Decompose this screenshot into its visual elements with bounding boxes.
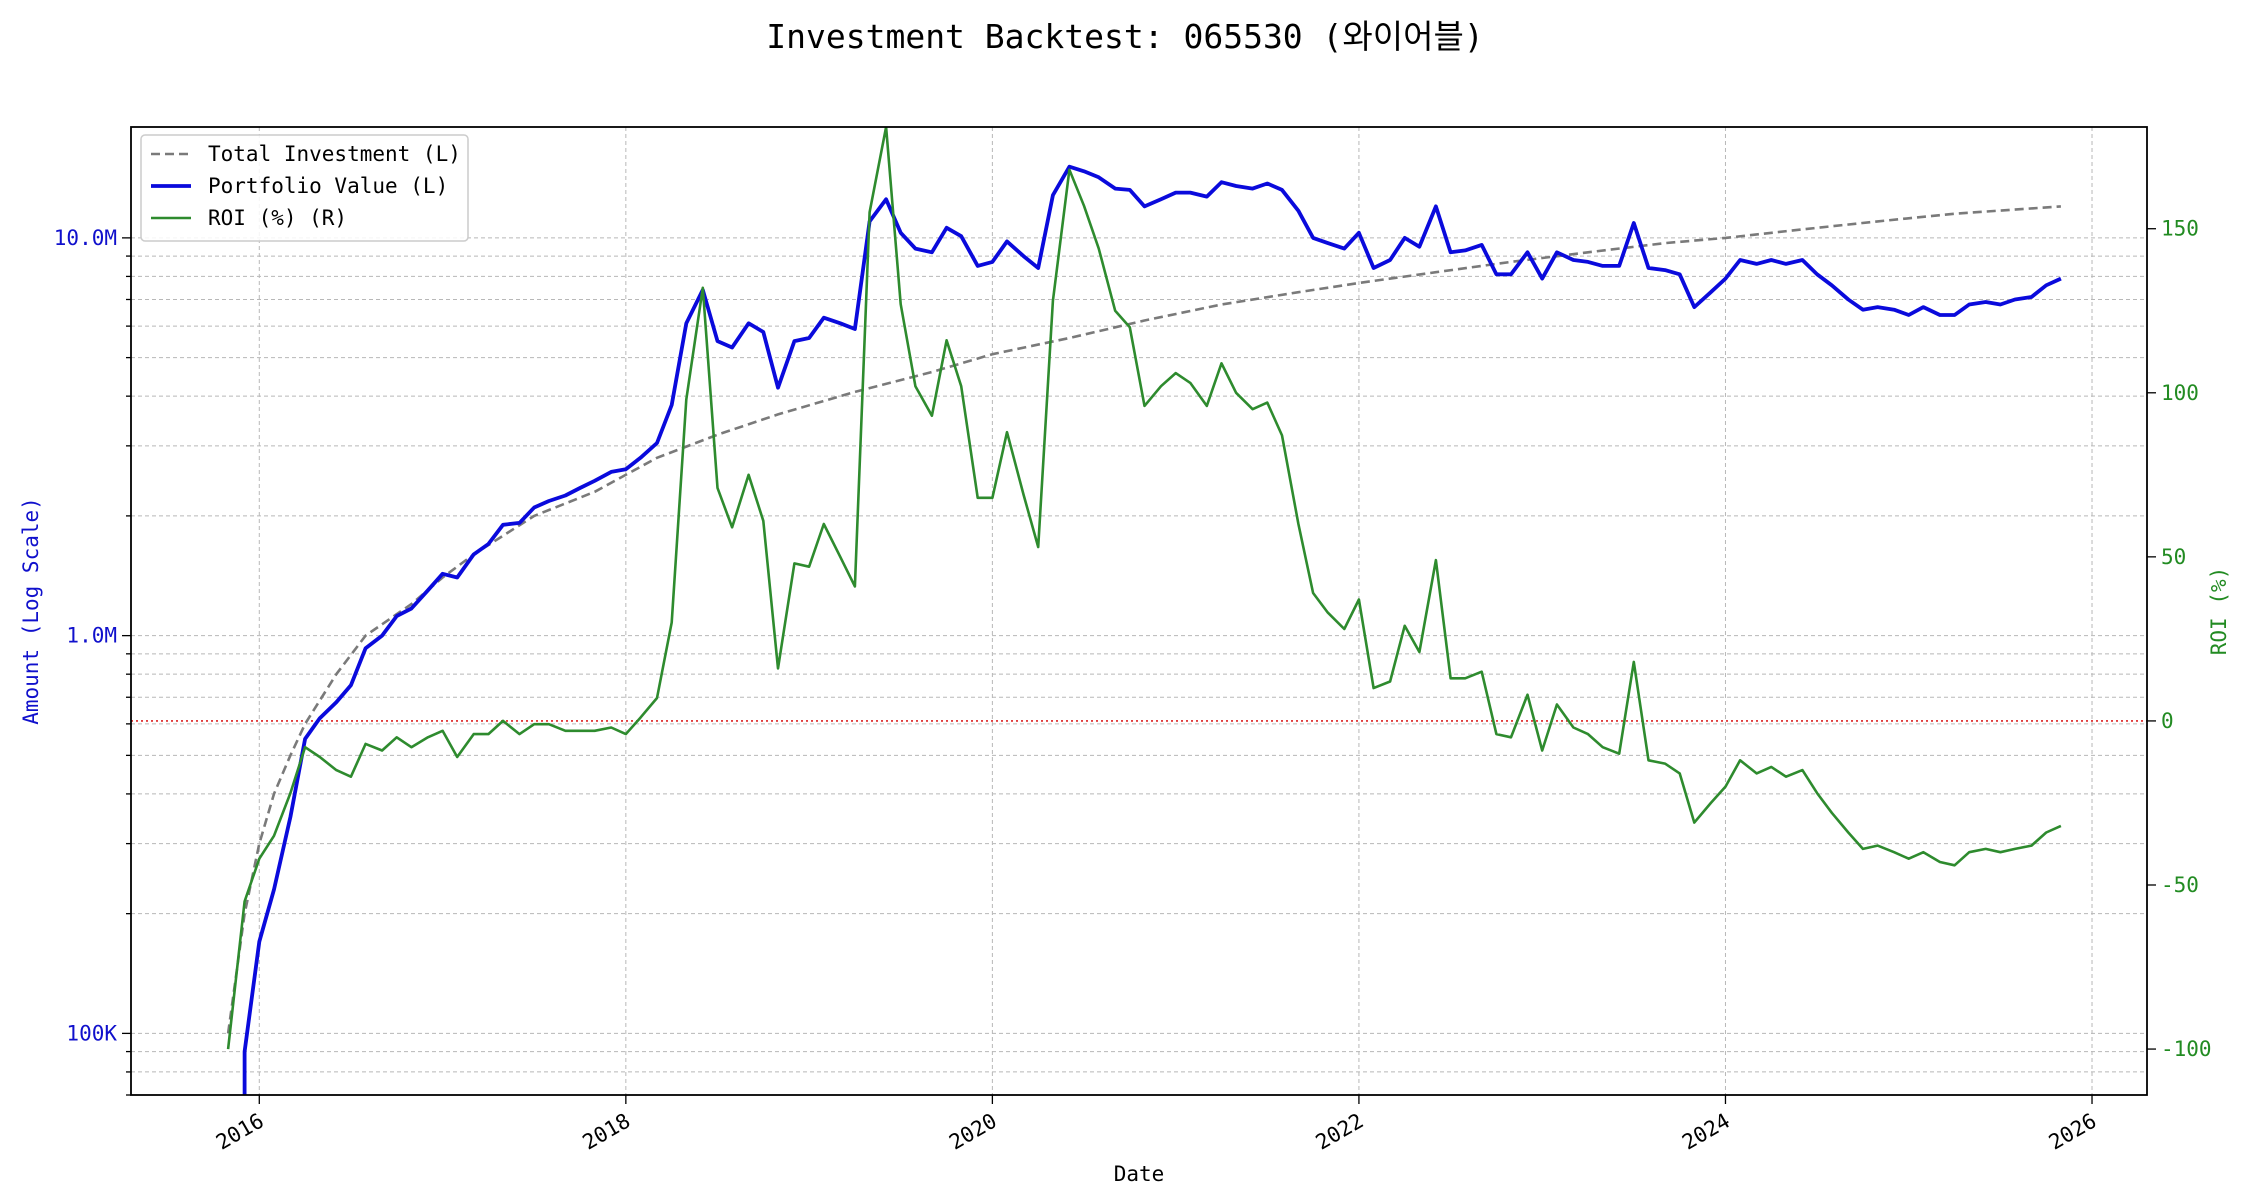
- y-right-tick-label: 0: [2161, 709, 2174, 733]
- series-line-0: [226, 205, 2061, 1034]
- y-axis-right-label: ROI (%): [2207, 567, 2231, 656]
- legend-label: Portfolio Value (L): [208, 174, 448, 198]
- legend-label: ROI (%) (R): [208, 206, 347, 230]
- y-axis-left: 100K 1.0M 10.0M: [54, 226, 131, 1096]
- y-right-tick-label: 150: [2161, 217, 2199, 241]
- plot-frame: [130, 126, 2148, 1096]
- legend-label: Total Investment (L): [208, 142, 461, 166]
- series-lines: [226, 127, 2062, 1095]
- x-tick-label: 2018: [579, 1109, 635, 1155]
- y-axis-right: -100 -50 0 50 100 150: [2147, 217, 2212, 1061]
- x-tick-label: 2026: [2045, 1109, 2101, 1155]
- x-tick-label: 2016: [212, 1109, 268, 1155]
- x-axis: 2016 2018 2020 2022 2024 2026: [212, 1095, 2101, 1155]
- y-left-tick-label: 10.0M: [54, 226, 117, 250]
- y-left-tick-label: 1.0M: [66, 624, 117, 648]
- x-axis-label: Date: [1114, 1162, 1165, 1186]
- chart-title: Investment Backtest: 065530 (와이어블): [766, 17, 1483, 56]
- x-tick-label: 2020: [945, 1109, 1001, 1155]
- y-axis-left-label: Amount (Log Scale): [19, 497, 43, 725]
- legend: Total Investment (L) Portfolio Value (L) R…: [140, 134, 469, 242]
- y-right-tick-label: -50: [2161, 873, 2199, 897]
- series-line-2: [226, 127, 2062, 1050]
- y-right-tick-label: 50: [2161, 545, 2186, 569]
- series-line-1: [242, 164, 2062, 1095]
- y-left-tick-label: 100K: [66, 1021, 117, 1045]
- legend-box: [140, 134, 469, 242]
- grid: [131, 127, 2147, 1096]
- y-right-tick-label: 100: [2161, 381, 2199, 405]
- x-tick-label: 2022: [1312, 1109, 1368, 1155]
- y-right-tick-label: -100: [2161, 1037, 2212, 1061]
- x-tick-label: 2024: [1678, 1109, 1734, 1155]
